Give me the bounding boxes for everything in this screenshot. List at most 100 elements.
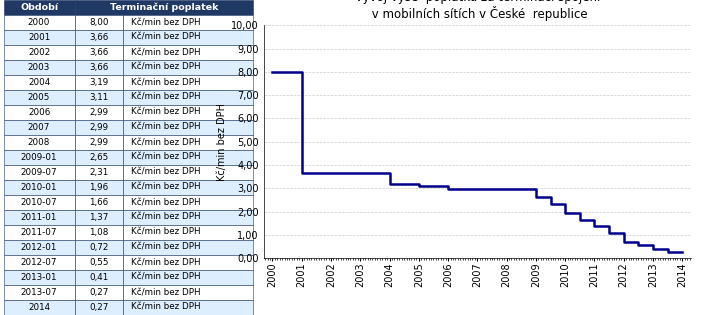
Text: 0,41: 0,41	[89, 273, 108, 282]
Text: 0,27: 0,27	[89, 303, 109, 312]
Text: 0,27: 0,27	[89, 288, 109, 297]
Bar	[123, 165, 253, 180]
Bar	[75, 195, 123, 210]
Text: Kč/min bez DPH: Kč/min bez DPH	[131, 228, 200, 237]
Bar	[123, 225, 253, 240]
Bar	[75, 60, 123, 75]
Bar	[75, 165, 123, 180]
Text: 1,96: 1,96	[89, 183, 108, 192]
Bar	[123, 195, 253, 210]
Text: 3,11: 3,11	[89, 93, 108, 102]
Bar	[4, 75, 75, 90]
Bar	[75, 105, 123, 120]
Text: 2004: 2004	[28, 78, 50, 87]
Bar	[123, 135, 253, 150]
Bar	[75, 210, 123, 225]
Text: 2012-01: 2012-01	[21, 243, 57, 252]
Bar	[123, 105, 253, 120]
Text: 2,99: 2,99	[89, 108, 108, 117]
Text: 0,72: 0,72	[89, 243, 109, 252]
Text: 2,99: 2,99	[89, 123, 108, 132]
Bar	[4, 255, 75, 270]
Bar	[75, 15, 123, 30]
Text: 2013-01: 2013-01	[21, 273, 58, 282]
Bar	[123, 285, 253, 300]
Text: Kč/min bez DPH: Kč/min bez DPH	[131, 153, 200, 162]
Bar	[75, 240, 123, 255]
Bar	[123, 15, 253, 30]
Bar	[75, 300, 123, 315]
Bar	[4, 15, 75, 30]
Text: 2,65: 2,65	[89, 153, 108, 162]
Text: Kč/min bez DPH: Kč/min bez DPH	[131, 198, 200, 207]
Bar	[75, 45, 123, 60]
Text: 2002: 2002	[28, 48, 50, 57]
Text: 1,66: 1,66	[89, 198, 108, 207]
Bar	[123, 30, 253, 45]
Text: 2009-01: 2009-01	[21, 153, 58, 162]
Bar	[4, 210, 75, 225]
Text: Kč/min bez DPH: Kč/min bez DPH	[131, 18, 200, 27]
Text: Kč/min bez DPH: Kč/min bez DPH	[131, 108, 200, 117]
Bar	[75, 225, 123, 240]
Text: 2014: 2014	[28, 303, 50, 312]
Text: Kč/min bez DPH: Kč/min bez DPH	[131, 138, 200, 147]
Text: Kč/min bez DPH: Kč/min bez DPH	[131, 48, 200, 57]
Bar	[4, 270, 75, 285]
Text: 2003: 2003	[28, 63, 51, 72]
Text: Období: Období	[20, 3, 58, 12]
Bar	[75, 90, 123, 105]
Text: 2011-07: 2011-07	[21, 228, 58, 237]
Text: Kč/min bez DPH: Kč/min bez DPH	[131, 273, 200, 282]
Text: Terminační poplatek: Terminační poplatek	[110, 3, 218, 12]
Bar	[4, 300, 75, 315]
Text: Kč/min bez DPH: Kč/min bez DPH	[131, 168, 200, 177]
Text: 3,66: 3,66	[89, 33, 108, 42]
Bar	[4, 45, 75, 60]
Bar	[75, 30, 123, 45]
Bar	[75, 120, 123, 135]
Bar	[123, 60, 253, 75]
Text: 2,99: 2,99	[89, 138, 108, 147]
Text: 2009-07: 2009-07	[21, 168, 58, 177]
Text: Kč/min bez DPH: Kč/min bez DPH	[131, 258, 200, 267]
Bar	[123, 240, 253, 255]
Text: Kč/min bez DPH: Kč/min bez DPH	[131, 33, 200, 42]
Bar	[4, 165, 75, 180]
Text: 1,08: 1,08	[89, 228, 109, 237]
Text: 3,66: 3,66	[89, 48, 108, 57]
Title: Vývoj výše  poplatků za terminaci spojení
 v mobilních sítích v České  republice: Vývoj výše poplatků za terminaci spojení…	[354, 0, 600, 21]
Text: Kč/min bez DPH: Kč/min bez DPH	[131, 78, 200, 87]
Bar	[4, 90, 75, 105]
Text: 3,66: 3,66	[89, 63, 108, 72]
Bar	[123, 120, 253, 135]
Text: Kč/min bez DPH: Kč/min bez DPH	[131, 213, 200, 222]
Bar	[75, 255, 123, 270]
Text: Kč/min bez DPH: Kč/min bez DPH	[131, 303, 200, 312]
Bar	[75, 270, 123, 285]
Text: 2012-07: 2012-07	[21, 258, 58, 267]
Text: 3,19: 3,19	[89, 78, 108, 87]
Bar	[123, 75, 253, 90]
Bar	[123, 90, 253, 105]
Text: Kč/min bez DPH: Kč/min bez DPH	[131, 123, 200, 132]
Text: 2010-07: 2010-07	[21, 198, 58, 207]
Bar	[4, 150, 75, 165]
Text: 1,37: 1,37	[89, 213, 109, 222]
Bar	[75, 75, 123, 90]
Text: 2007: 2007	[28, 123, 51, 132]
Text: 2005: 2005	[28, 93, 51, 102]
Bar	[123, 210, 253, 225]
Bar	[123, 45, 253, 60]
Bar	[4, 30, 75, 45]
Bar	[123, 150, 253, 165]
Bar	[123, 180, 253, 195]
Text: Kč/min bez DPH: Kč/min bez DPH	[131, 243, 200, 252]
Text: Kč/min bez DPH: Kč/min bez DPH	[131, 183, 200, 192]
Text: 2010-01: 2010-01	[21, 183, 58, 192]
Bar	[4, 135, 75, 150]
Bar	[4, 105, 75, 120]
Text: 8,00: 8,00	[89, 18, 109, 27]
Bar	[4, 60, 75, 75]
Text: Kč/min bez DPH: Kč/min bez DPH	[131, 63, 200, 72]
